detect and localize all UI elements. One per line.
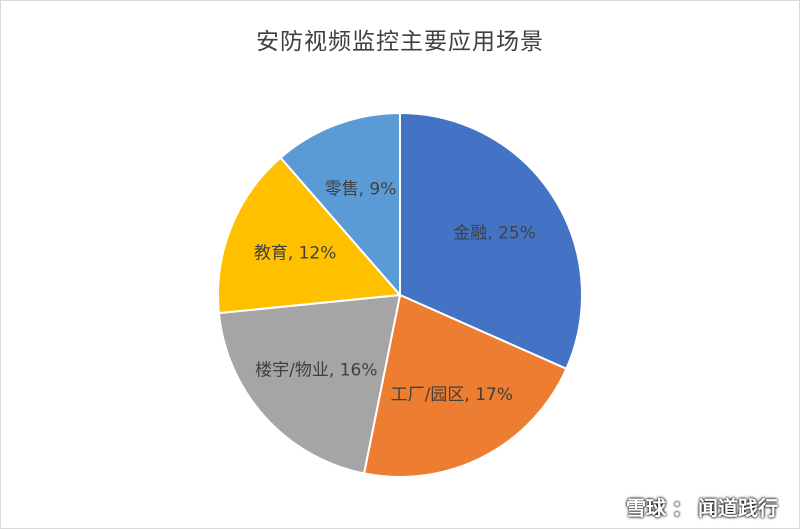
watermark-author: 闻道践行 [698,495,778,520]
slice-label: 金融, 25% [453,223,536,243]
watermark: 雪球 ： 闻道践行 [594,491,778,521]
watermark-separator: ： [672,495,692,520]
pie-slice [362,293,568,478]
pie-slice [279,111,401,298]
slice-label: 楼宇/物业, 16% [255,361,377,381]
watermark-brand: 雪球 [626,495,666,520]
pie-slice [217,156,403,315]
slice-label: 教育, 12% [254,243,337,263]
snowball-logo-icon [594,493,620,519]
slice-label: 零售, 9% [325,179,397,199]
pie-slice [217,293,402,475]
pie-slice [399,111,583,371]
slice-label: 工厂/园区, 17% [391,385,513,405]
chart-title: 安防视频监控主要应用场景 [256,29,544,55]
